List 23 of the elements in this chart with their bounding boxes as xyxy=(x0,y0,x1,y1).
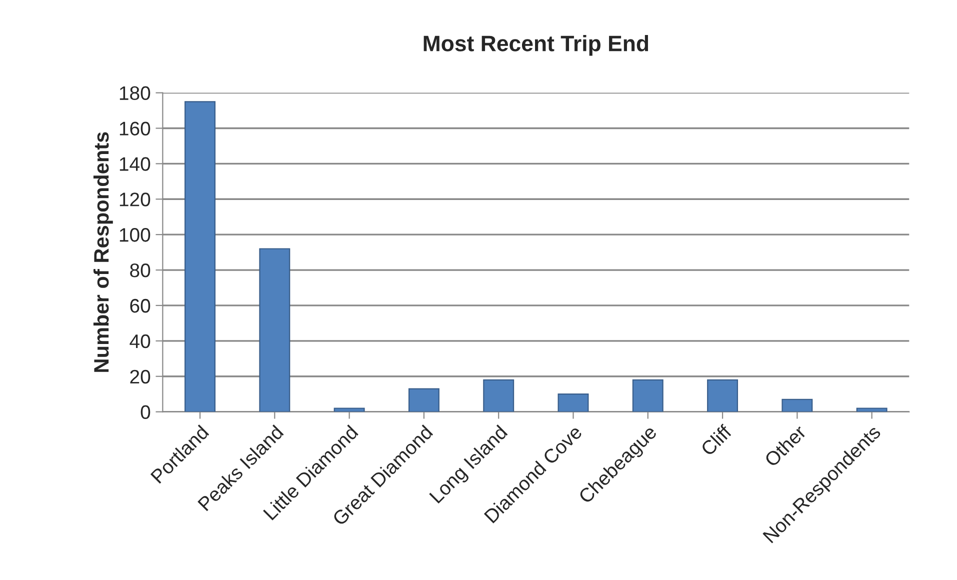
y-tick-label: 180 xyxy=(120,86,150,100)
bar xyxy=(782,398,813,412)
y-tick-label: 40 xyxy=(130,334,150,348)
y-tick-label: 20 xyxy=(130,370,150,384)
bar xyxy=(558,394,589,412)
bar xyxy=(184,101,216,412)
y-tick-label: 140 xyxy=(120,157,150,171)
chart-title: Most Recent Trip End xyxy=(424,35,648,56)
bar xyxy=(259,248,290,412)
bar xyxy=(632,379,664,412)
y-tick-label: 80 xyxy=(130,263,150,278)
x-tick-label: Cliff xyxy=(700,424,733,456)
bar xyxy=(408,388,440,412)
y-tick-label: 160 xyxy=(120,122,150,136)
bar xyxy=(334,408,365,412)
y-tick-label: 120 xyxy=(120,192,150,206)
bar xyxy=(856,408,888,412)
y-axis-title: Number of Respondents xyxy=(93,132,113,372)
bar xyxy=(483,379,514,412)
y-tick-label: 60 xyxy=(130,298,150,313)
bar xyxy=(707,379,738,412)
y-tick-label: 100 xyxy=(120,228,150,242)
y-tick-label: 0 xyxy=(140,405,150,420)
